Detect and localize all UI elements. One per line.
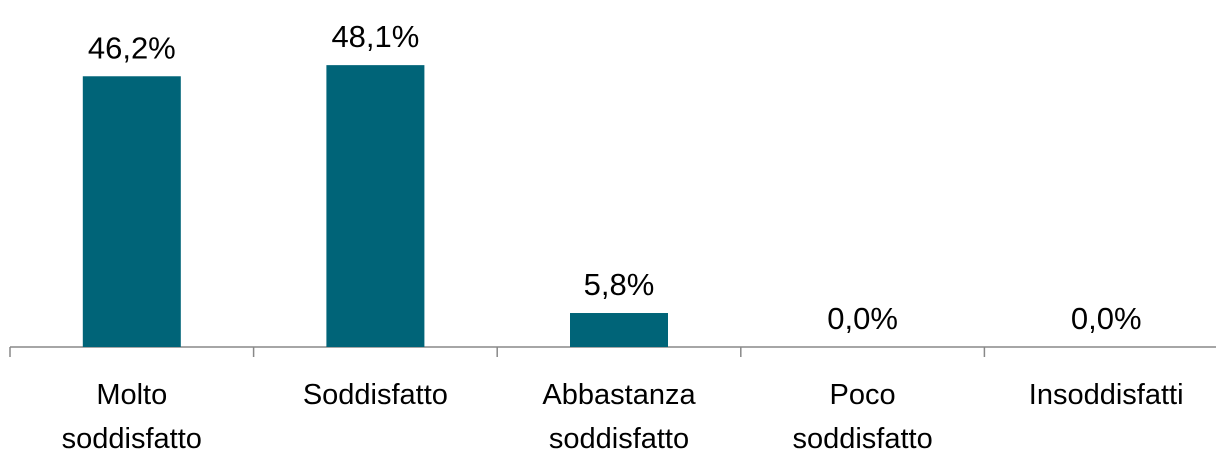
x-tick-label: Soddisfatto bbox=[302, 379, 448, 411]
x-tick-label: Abbastanza soddisfatto bbox=[542, 379, 696, 455]
data-label: 46,2% bbox=[88, 30, 176, 65]
x-tick-label: Poco soddisfatto bbox=[792, 379, 933, 455]
data-label: 5,8% bbox=[584, 267, 655, 302]
data-label: 48,1% bbox=[331, 19, 419, 54]
data-label: 0,0% bbox=[827, 301, 898, 336]
x-tick-label: Insoddisfatti bbox=[1028, 379, 1184, 411]
x-tick-label: Molto soddisfatto bbox=[61, 379, 202, 455]
bar bbox=[326, 65, 425, 347]
bar bbox=[570, 313, 668, 347]
bar bbox=[82, 76, 181, 347]
data-label: 0,0% bbox=[1071, 301, 1142, 336]
